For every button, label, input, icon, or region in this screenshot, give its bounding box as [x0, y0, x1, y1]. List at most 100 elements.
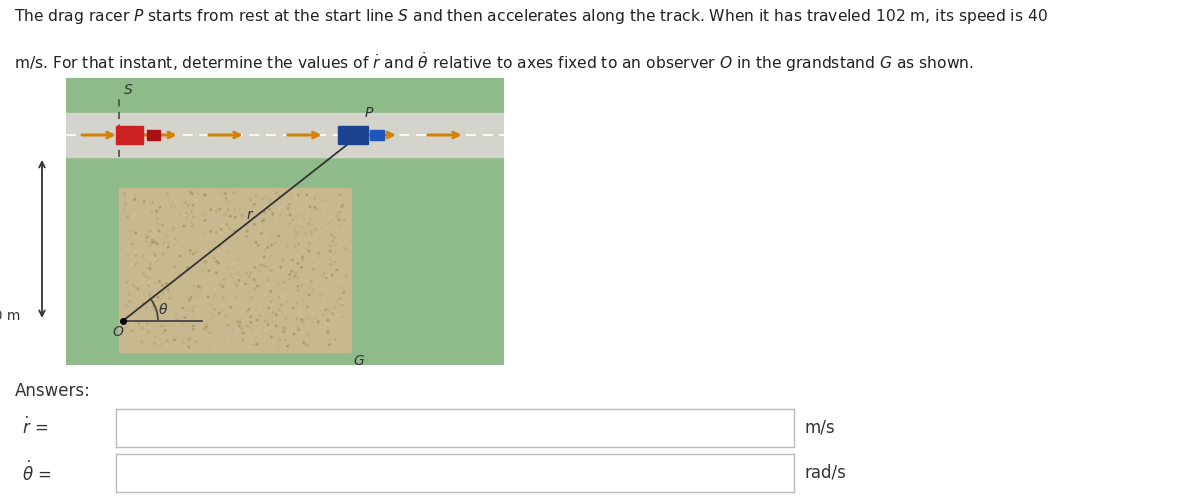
- Point: [139, 242, 158, 250]
- Point: [220, 264, 239, 272]
- Text: rad/s: rad/s: [804, 464, 846, 481]
- Point: [151, 295, 170, 303]
- Point: [220, 225, 239, 233]
- Point: [156, 240, 175, 248]
- Point: [137, 231, 156, 239]
- Point: [196, 258, 215, 266]
- Point: [238, 222, 257, 230]
- Point: [332, 312, 352, 320]
- Point: [184, 322, 203, 330]
- Point: [295, 230, 314, 238]
- Point: [217, 198, 236, 206]
- Point: [320, 242, 340, 250]
- Point: [223, 343, 242, 351]
- Point: [198, 332, 217, 340]
- Point: [155, 239, 174, 247]
- Point: [133, 290, 152, 298]
- Point: [125, 282, 144, 290]
- Point: [122, 278, 142, 286]
- Point: [265, 232, 284, 240]
- Point: [206, 228, 226, 236]
- Point: [326, 248, 346, 256]
- Point: [180, 336, 199, 344]
- Point: [209, 194, 228, 202]
- Point: [288, 314, 307, 322]
- Point: [229, 322, 248, 330]
- Point: [215, 276, 234, 283]
- Point: [335, 216, 354, 224]
- Point: [259, 298, 278, 306]
- Point: [217, 226, 236, 234]
- Point: [227, 282, 246, 290]
- Point: [145, 279, 164, 287]
- Point: [180, 296, 199, 304]
- Point: [226, 260, 245, 268]
- Point: [139, 282, 158, 290]
- Point: [126, 228, 145, 236]
- Point: [254, 337, 274, 345]
- Point: [138, 238, 157, 246]
- Point: [240, 306, 259, 314]
- Point: [256, 247, 275, 255]
- Point: [312, 224, 331, 232]
- Point: [196, 191, 215, 199]
- Point: [300, 283, 319, 291]
- Point: [200, 342, 220, 350]
- Point: [166, 235, 185, 243]
- Point: [311, 324, 330, 332]
- Point: [204, 208, 223, 216]
- Point: [224, 227, 244, 235]
- Text: $P$: $P$: [364, 106, 374, 120]
- Point: [316, 320, 335, 328]
- Point: [140, 260, 160, 268]
- Point: [176, 292, 196, 300]
- Point: [276, 324, 295, 332]
- Point: [158, 243, 178, 251]
- Point: [204, 312, 223, 320]
- Point: [126, 229, 145, 237]
- Point: [233, 336, 252, 344]
- Point: [280, 221, 299, 229]
- Point: [277, 298, 296, 306]
- Point: [182, 190, 202, 198]
- Point: [264, 308, 283, 316]
- Point: [292, 263, 311, 271]
- Point: [169, 271, 188, 279]
- Point: [181, 294, 200, 302]
- Point: [175, 211, 194, 219]
- Point: [270, 336, 289, 344]
- Point: [234, 329, 253, 337]
- Point: [210, 242, 229, 250]
- Point: [293, 318, 312, 326]
- Point: [140, 294, 160, 302]
- Point: [214, 307, 233, 315]
- Text: $r$: $r$: [246, 208, 254, 222]
- Point: [174, 340, 193, 348]
- Point: [259, 304, 278, 312]
- Point: [318, 328, 337, 336]
- Point: [181, 202, 200, 210]
- Point: [288, 324, 307, 332]
- Point: [138, 264, 157, 272]
- Point: [308, 318, 328, 326]
- Point: [211, 222, 230, 230]
- Point: [199, 261, 218, 269]
- Point: [166, 263, 185, 271]
- Point: [182, 222, 202, 230]
- Point: [220, 233, 239, 241]
- Point: [322, 231, 341, 239]
- Point: [305, 314, 324, 322]
- Point: [170, 212, 190, 220]
- Point: [139, 314, 158, 322]
- Point: [241, 196, 260, 204]
- Point: [319, 327, 338, 335]
- Point: [266, 219, 286, 227]
- Point: [205, 238, 224, 246]
- Point: [238, 201, 257, 209]
- Point: [145, 333, 164, 341]
- Point: [266, 322, 286, 330]
- Point: [134, 294, 154, 302]
- Point: [170, 252, 190, 260]
- Point: [149, 227, 168, 235]
- Point: [256, 234, 275, 242]
